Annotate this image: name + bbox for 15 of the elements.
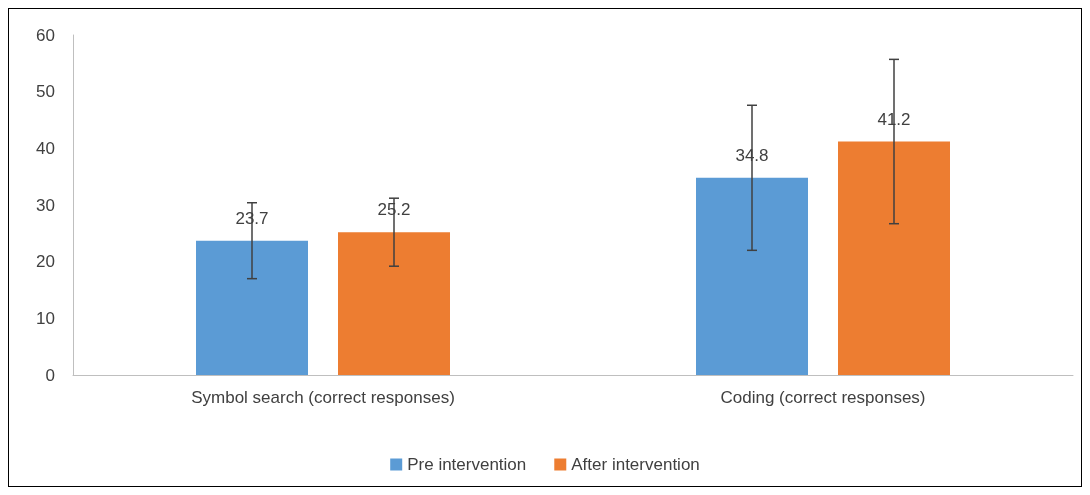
- y-tick-label: 30: [36, 195, 55, 215]
- bar: [338, 232, 450, 375]
- y-tick-label: 20: [36, 252, 55, 272]
- y-tick-label: 0: [45, 365, 55, 385]
- bar: [838, 141, 950, 375]
- y-tick-label: 40: [36, 138, 55, 158]
- x-tick-label: Coding (correct responses): [720, 388, 926, 407]
- legend-label: After intervention: [571, 455, 700, 474]
- x-tick-label: Symbol search (correct responses): [191, 388, 455, 407]
- bar: [696, 177, 808, 375]
- legend-label: Pre intervention: [407, 455, 527, 474]
- y-tick-label: 60: [36, 25, 55, 45]
- bar: [196, 240, 308, 375]
- y-tick-label: 50: [36, 82, 55, 102]
- y-tick-label: 10: [36, 308, 55, 328]
